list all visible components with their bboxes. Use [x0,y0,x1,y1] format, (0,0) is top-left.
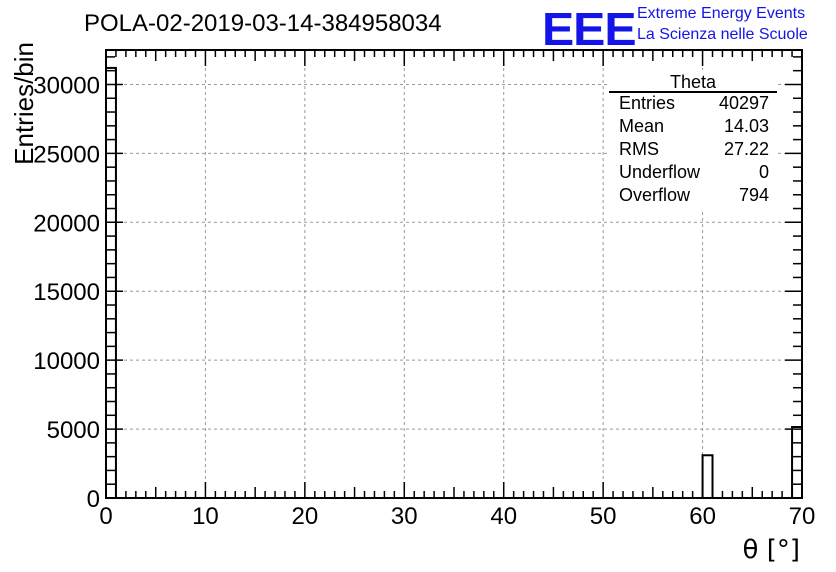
x-tick-label: 10 [192,503,219,530]
stats-row-underflow: Underflow 0 [619,162,769,184]
x-tick-label: 20 [292,503,319,530]
x-tick-label: 30 [391,503,418,530]
chart-title: POLA-02-2019-03-14-384958034 [84,10,442,37]
y-tick-label: 20000 [33,210,100,237]
stats-divider [609,91,777,93]
histogram-bin [105,66,117,499]
stats-key: Mean [619,116,665,136]
stats-key: RMS [619,139,659,159]
stats-key: Entries [619,93,676,113]
y-tick-label: 15000 [33,279,100,306]
eee-logo: EEE [542,3,637,55]
stats-value: 794 [738,185,769,205]
stats-value: 40297 [718,93,769,113]
stats-value: 0 [758,162,769,182]
x-axis-label: θ [°] [743,535,800,565]
x-tick-label: 40 [490,503,517,530]
stats-value: 14.03 [723,116,769,136]
x-tick-label: 0 [99,503,112,530]
stats-row-mean: Mean 14.03 [619,116,769,138]
stats-key: Underflow [619,162,701,182]
stats-row-entries: Entries 40297 [619,93,769,115]
y-tick-label: 0 [87,486,100,513]
y-tick-label: 30000 [33,72,100,99]
logo-line-2: La Scienza nelle Scuole [637,26,808,43]
y-axis-label: Entries/bin [9,42,39,165]
x-tick-label: 50 [590,503,617,530]
stats-key: Overflow [619,185,691,205]
tick-labels: 0 10 20 30 40 50 60 70 0 5000 10000 15000 20000 25000… [33,72,815,530]
stats-box: Theta Entries 40297 Mean 14.03 RMS 27.22… [609,70,777,210]
y-tick-label: 25000 [33,141,100,168]
histogram-bin [791,426,803,499]
x-tick-label: 60 [689,503,716,530]
stats-row-rms: RMS 27.22 [619,139,769,161]
x-tick-label: 70 [789,503,816,530]
y-tick-label: 10000 [33,348,100,375]
histogram-bin [701,454,714,500]
axis-ticks [105,50,803,499]
stats-value: 27.22 [723,139,769,159]
y-tick-label: 5000 [47,417,100,444]
logo-line-1: Extreme Energy Events [637,5,806,22]
stats-row-overflow: Overflow 794 [619,185,769,207]
stats-title: Theta [669,72,717,92]
